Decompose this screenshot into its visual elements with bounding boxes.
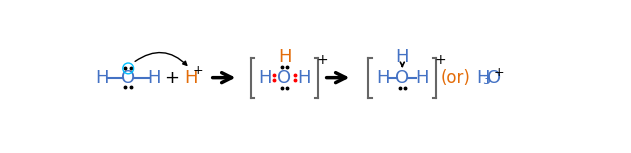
Text: H: H [415,69,428,87]
Text: H: H [376,69,390,87]
Text: (or): (or) [440,69,470,87]
Text: +: + [164,69,179,87]
Text: +: + [494,66,505,79]
Text: H: H [278,48,292,66]
Text: O: O [278,69,292,87]
Text: H: H [297,69,310,87]
Text: +: + [316,53,328,67]
Text: H: H [396,48,409,66]
Text: H: H [95,69,109,87]
Text: H: H [148,69,161,87]
Text: H: H [185,69,198,87]
Text: 3: 3 [482,74,490,87]
Text: +: + [434,53,446,67]
Text: H: H [259,69,272,87]
Text: +: + [193,64,204,77]
Text: H: H [476,69,490,87]
Text: O: O [395,69,410,87]
FancyArrowPatch shape [135,52,187,65]
Text: O: O [121,69,135,87]
Text: O: O [487,69,501,87]
